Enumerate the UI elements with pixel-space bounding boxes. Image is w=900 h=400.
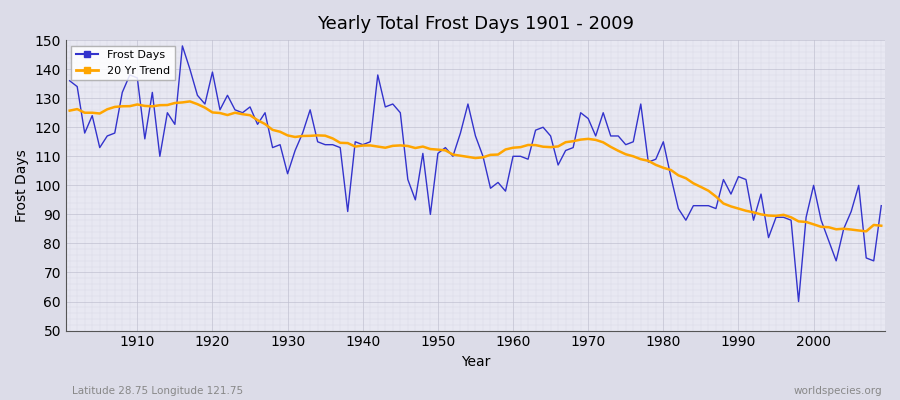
Legend: Frost Days, 20 Yr Trend: Frost Days, 20 Yr Trend	[71, 46, 175, 80]
20 Yr Trend	[297, 134, 308, 138]
Frost Days	[342, 209, 353, 214]
Frost Days	[515, 154, 526, 159]
Line: Frost Days: Frost Days	[69, 46, 881, 302]
X-axis label: Year: Year	[461, 355, 491, 369]
20 Yr Trend	[342, 141, 353, 146]
Frost Days	[606, 134, 616, 138]
Y-axis label: Frost Days: Frost Days	[15, 149, 29, 222]
20 Yr Trend	[184, 99, 195, 104]
20 Yr Trend	[508, 145, 518, 150]
Frost Days	[177, 44, 188, 48]
20 Yr Trend	[860, 229, 871, 234]
20 Yr Trend	[515, 145, 526, 150]
Frost Days	[793, 299, 804, 304]
Frost Days	[876, 203, 886, 208]
Frost Days	[64, 78, 75, 83]
20 Yr Trend	[124, 104, 135, 108]
Frost Days	[124, 72, 135, 77]
Title: Yearly Total Frost Days 1901 - 2009: Yearly Total Frost Days 1901 - 2009	[317, 15, 634, 33]
Line: 20 Yr Trend: 20 Yr Trend	[69, 102, 881, 231]
20 Yr Trend	[64, 108, 75, 113]
20 Yr Trend	[606, 144, 616, 149]
Text: worldspecies.org: worldspecies.org	[794, 386, 882, 396]
Frost Days	[297, 131, 308, 136]
20 Yr Trend	[876, 223, 886, 228]
Text: Latitude 28.75 Longitude 121.75: Latitude 28.75 Longitude 121.75	[72, 386, 243, 396]
Frost Days	[508, 154, 518, 159]
